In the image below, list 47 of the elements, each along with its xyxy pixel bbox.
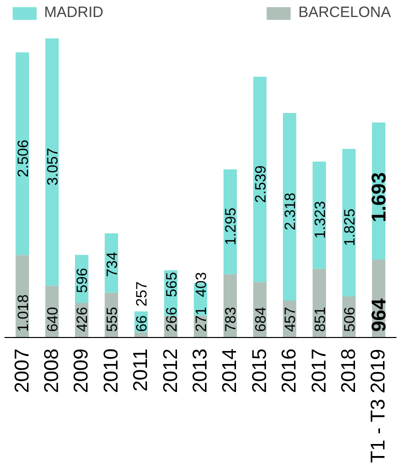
x-tick-label: 2013	[190, 348, 212, 393]
x-tick-label: 2009	[70, 348, 93, 393]
bar	[282, 112, 296, 301]
x-tick-label: 2010	[100, 348, 122, 393]
data-label: 640	[44, 306, 62, 332]
data-label: 1.693	[368, 172, 391, 222]
data-label: 426	[74, 306, 92, 332]
legend-label: MADRID	[44, 4, 104, 21]
data-label: 964	[368, 298, 391, 332]
data-label: 66	[134, 315, 151, 332]
x-tick-label: 2015	[248, 348, 271, 393]
data-label: 271	[193, 306, 210, 332]
legend-label: BARCELONA	[298, 4, 391, 21]
data-label: 506	[341, 306, 358, 332]
x-tick-label: 2011	[130, 348, 152, 392]
data-label: 851	[312, 306, 329, 332]
bar	[134, 332, 148, 338]
bar	[312, 162, 326, 269]
data-label: 555	[104, 306, 121, 332]
data-label: 1.295	[222, 208, 240, 246]
data-label: 257	[134, 281, 151, 306]
data-label: 565	[163, 272, 180, 298]
data-label: 2.318	[282, 192, 300, 230]
data-label: 596	[74, 268, 92, 293]
data-label: 684	[252, 306, 270, 332]
x-tick-label: 2017	[308, 348, 330, 393]
data-label: 403	[193, 272, 210, 298]
data-label: 734	[104, 252, 121, 277]
bar	[16, 52, 29, 256]
x-tick-label: 2018	[338, 348, 360, 393]
x-tick-label: 2016	[278, 348, 301, 393]
x-tick-label: 2014	[219, 348, 242, 393]
data-label: 2.506	[14, 140, 32, 178]
data-label: 457	[282, 306, 300, 332]
x-tick-label: 2008	[41, 348, 64, 393]
x-tick-label: 2007	[11, 348, 34, 393]
data-label: 783	[222, 306, 240, 332]
bar	[253, 76, 267, 282]
data-label: 1.323	[312, 201, 329, 239]
x-tick-label: 2012	[160, 348, 182, 393]
data-label: 3.057	[44, 148, 62, 186]
x-tick-label: T1 - T3 2019	[368, 348, 390, 463]
data-label: 1.018	[14, 294, 32, 332]
bar	[45, 38, 59, 286]
data-label: 1.825	[341, 208, 358, 246]
data-label: 2.539	[252, 165, 270, 203]
data-label: 266	[163, 306, 180, 332]
